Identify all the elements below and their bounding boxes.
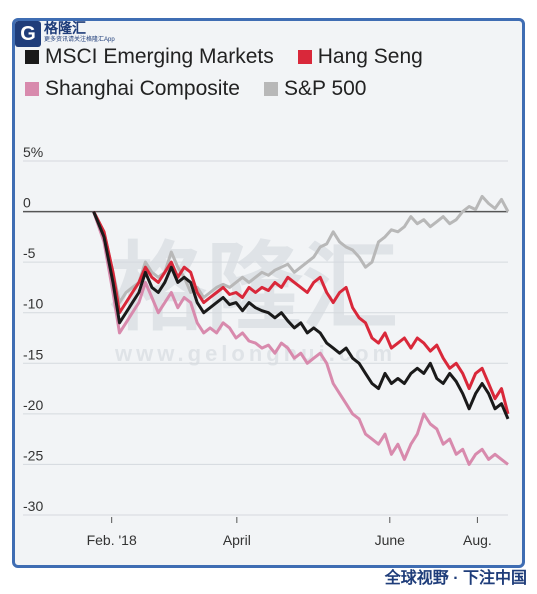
y-tick-label: 5%: [23, 144, 43, 160]
legend-swatch-shanghai: [25, 82, 39, 96]
watermark-main: 格隆汇: [110, 235, 398, 342]
chart-panel: 格隆汇 www.gelonghui.com 5% 0 -5 -10 -15 -20 -25 -…: [12, 18, 525, 568]
series-line-msci-emerging-markets: [92, 211, 510, 420]
legend-label-shanghai: Shanghai Composite: [45, 77, 240, 100]
legend-swatch-hang-seng: [297, 50, 312, 64]
series-lines: [92, 194, 510, 466]
y-axis-ticks: 5% 0 -5 -10 -15 -20 -25 -30: [23, 144, 43, 514]
legend-row-2: Shanghai Composite S&P 500: [25, 73, 515, 105]
x-axis-ticks: Feb. '18 April June Aug.: [87, 517, 492, 548]
y-tick-label: -25: [23, 447, 43, 463]
legend-swatch-sp500: [263, 82, 278, 96]
legend-label-hang-seng: Hang Seng: [317, 45, 423, 68]
y-tick-label: -20: [23, 397, 43, 413]
legend-row-1: MSCI Emerging Markets Hang Seng: [25, 41, 515, 73]
series-line-s-p-500: [92, 194, 510, 305]
watermark: 格隆汇 www.gelonghui.com: [110, 235, 398, 366]
brand-credit: 全球视野 · 下注中国: [384, 570, 527, 587]
series-line-shanghai-composite: [92, 211, 509, 466]
legend-item-msci: MSCI Emerging Markets: [25, 45, 274, 69]
y-tick-label: 0: [23, 195, 31, 211]
logo-name: 格隆汇: [44, 20, 86, 36]
y-tick-label: -30: [23, 498, 43, 514]
legend-label-sp500: S&P 500: [283, 77, 367, 100]
y-tick-label: -5: [23, 245, 36, 261]
x-tick-label: Feb. '18: [87, 532, 137, 548]
x-tick-label: April: [223, 532, 251, 548]
grid-lines: [23, 160, 508, 516]
legend-swatch-msci: [25, 50, 39, 64]
legend-item-sp500: S&P 500: [263, 77, 367, 101]
legend-label-msci: MSCI Emerging Markets: [45, 45, 274, 68]
logo-mark: G: [15, 21, 41, 47]
series-line-hang-seng: [92, 210, 510, 415]
legend-item-hang-seng: Hang Seng: [297, 45, 423, 69]
watermark-sub: www.gelonghui.com: [114, 341, 396, 366]
x-tick-label: June: [375, 532, 406, 548]
brand-logo: G 格隆汇 更多资讯请关注格隆汇App: [15, 21, 145, 51]
y-tick-label: -15: [23, 346, 43, 362]
legend-item-shanghai: Shanghai Composite: [25, 77, 240, 101]
logo-tagline: 更多资讯请关注格隆汇App: [44, 37, 115, 43]
logo-text: 格隆汇 更多资讯请关注格隆汇App: [44, 21, 115, 44]
line-chart: 格隆汇 www.gelonghui.com 5% 0 -5 -10 -15 -20 -25 -…: [23, 144, 510, 548]
chart-legend: MSCI Emerging Markets Hang Seng Shanghai…: [25, 41, 515, 105]
x-tick-label: Aug.: [463, 532, 492, 548]
y-tick-label: -10: [23, 296, 43, 312]
